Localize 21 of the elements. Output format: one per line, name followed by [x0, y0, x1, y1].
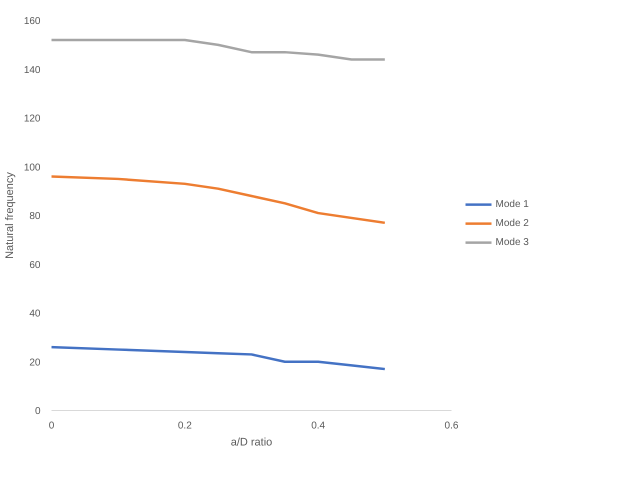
x-tick-label: 0.6 — [444, 420, 459, 432]
legend-label: Mode 3 — [496, 237, 530, 248]
y-tick-label: 0 — [34, 406, 41, 417]
y-tick-label: 40 — [29, 308, 41, 320]
y-axis-title: Natural frequency — [4, 172, 16, 259]
y-tick-label: 120 — [24, 114, 41, 124]
y-tick-label: 80 — [29, 211, 41, 222]
line-series — [52, 38, 386, 61]
y-tick-label: 100 — [24, 162, 41, 174]
y-tick-label: 60 — [29, 260, 41, 271]
y-tick-label: 20 — [29, 357, 41, 368]
line-series — [52, 346, 386, 370]
y-tick-label: 160 — [24, 16, 41, 27]
legend-label: Mode 1 — [496, 199, 530, 210]
line-series — [52, 175, 386, 224]
x-axis-title: a/D ratio — [230, 436, 272, 448]
x-tick-label: 0.2 — [178, 420, 192, 432]
y-tick-label: 140 — [24, 64, 41, 76]
legend-label: Mode 2 — [496, 218, 530, 230]
x-tick-label: 0.4 — [311, 420, 326, 432]
x-tick-label: 0 — [48, 420, 55, 432]
